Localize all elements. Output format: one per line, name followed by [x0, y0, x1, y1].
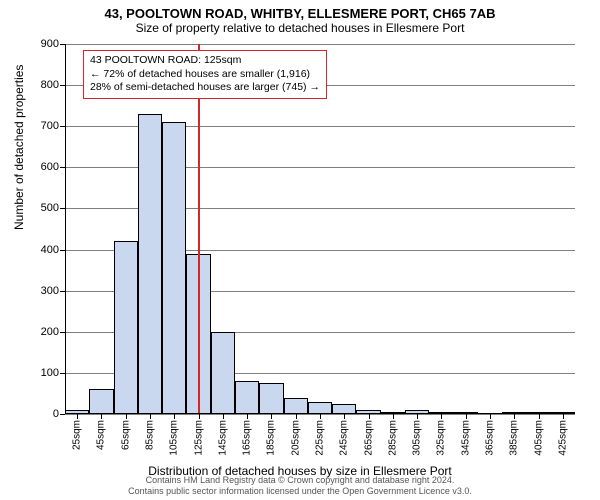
bar [138, 114, 162, 414]
x-tick-label: 425sqm [557, 420, 568, 456]
footer-line-2: Contains public sector information licen… [0, 486, 600, 497]
x-tick-label: 185sqm [266, 420, 277, 456]
x-tick-label: 165sqm [242, 420, 253, 456]
x-tick-mark [150, 414, 151, 419]
x-tick-label: 265sqm [363, 420, 374, 456]
y-tick-mark [60, 414, 65, 415]
x-tick-label: 205sqm [290, 420, 301, 456]
chart-subtitle: Size of property relative to detached ho… [0, 21, 600, 37]
y-tick-label: 800 [41, 79, 59, 91]
bar [89, 389, 113, 414]
x-tick-label: 305sqm [412, 420, 423, 456]
x-tick-mark [174, 414, 175, 419]
x-tick-mark [101, 414, 102, 419]
x-tick-mark [490, 414, 491, 419]
bar [162, 122, 186, 414]
y-tick-label: 100 [41, 367, 59, 379]
annotation-box: 43 POOLTOWN ROAD: 125sqm← 72% of detache… [83, 50, 327, 99]
x-tick-mark [563, 414, 564, 419]
footer-line-1: Contains HM Land Registry data © Crown c… [0, 475, 600, 486]
x-tick-mark [466, 414, 467, 419]
x-tick-mark [441, 414, 442, 419]
x-tick-label: 225sqm [315, 420, 326, 456]
plot-area: 010020030040050060070080090025sqm45sqm65… [65, 44, 575, 414]
y-tick-label: 500 [41, 202, 59, 214]
x-tick-mark [247, 414, 248, 419]
x-tick-mark [417, 414, 418, 419]
gridline [65, 44, 575, 45]
y-tick-label: 400 [41, 244, 59, 256]
x-axis-line [65, 413, 575, 414]
bar [211, 332, 235, 414]
annotation-line-3: 28% of semi-detached houses are larger (… [90, 81, 320, 95]
chart-title: 43, POOLTOWN ROAD, WHITBY, ELLESMERE POR… [0, 0, 600, 21]
y-tick-label: 600 [41, 161, 59, 173]
annotation-line-1: 43 POOLTOWN ROAD: 125sqm [90, 54, 320, 68]
x-tick-label: 245sqm [339, 420, 350, 456]
x-tick-mark [199, 414, 200, 419]
x-tick-mark [223, 414, 224, 419]
x-tick-mark [539, 414, 540, 419]
footer-credits: Contains HM Land Registry data © Crown c… [0, 475, 600, 497]
y-tick-label: 900 [41, 38, 59, 50]
x-tick-label: 145sqm [217, 420, 228, 456]
x-tick-mark [344, 414, 345, 419]
x-tick-label: 65sqm [120, 420, 131, 450]
x-tick-label: 105sqm [169, 420, 180, 456]
x-tick-mark [514, 414, 515, 419]
x-tick-mark [369, 414, 370, 419]
bar [284, 398, 308, 414]
bar [259, 383, 283, 414]
x-tick-mark [77, 414, 78, 419]
x-tick-mark [320, 414, 321, 419]
y-tick-label: 200 [41, 326, 59, 338]
x-tick-label: 365sqm [485, 420, 496, 456]
reference-line [198, 44, 200, 414]
x-tick-mark [393, 414, 394, 419]
x-tick-mark [271, 414, 272, 419]
x-tick-label: 125sqm [193, 420, 204, 456]
x-tick-label: 85sqm [145, 420, 156, 450]
x-tick-label: 285sqm [387, 420, 398, 456]
bar [114, 241, 138, 414]
y-tick-label: 700 [41, 120, 59, 132]
x-tick-label: 405sqm [533, 420, 544, 456]
x-tick-mark [126, 414, 127, 419]
y-axis-label: Number of detached properties [12, 65, 26, 230]
x-tick-mark [296, 414, 297, 419]
x-tick-label: 325sqm [436, 420, 447, 456]
bar [235, 381, 259, 414]
x-tick-label: 45sqm [96, 420, 107, 450]
y-axis-line [65, 44, 66, 414]
x-tick-label: 25sqm [72, 420, 83, 450]
annotation-line-2: ← 72% of detached houses are smaller (1,… [90, 68, 320, 82]
x-tick-label: 385sqm [509, 420, 520, 456]
y-tick-label: 0 [53, 408, 59, 420]
x-tick-label: 345sqm [460, 420, 471, 456]
y-tick-label: 300 [41, 285, 59, 297]
